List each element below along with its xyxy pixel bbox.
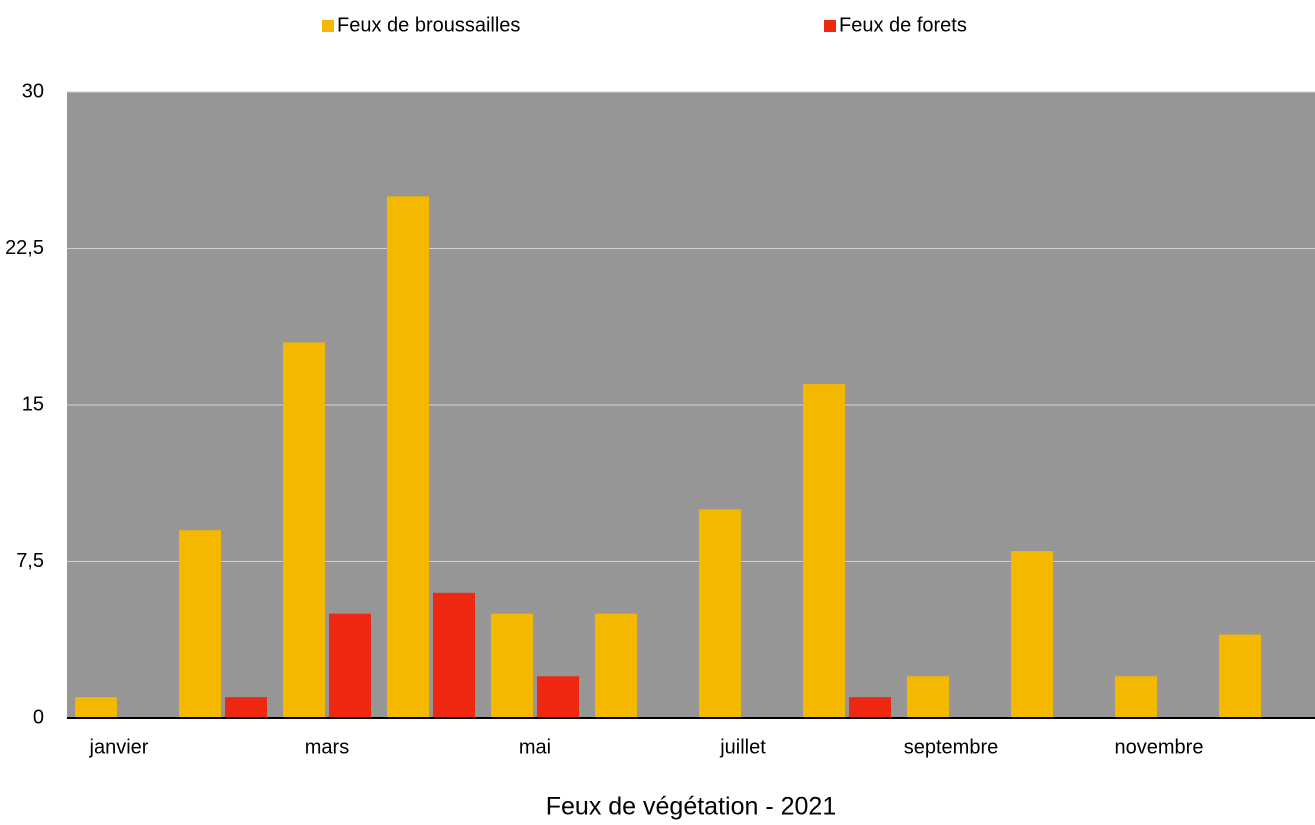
x-tick-label: mai <box>519 736 551 758</box>
bar <box>387 196 429 719</box>
bar <box>1219 634 1261 718</box>
bar <box>225 697 267 718</box>
x-tick-label: novembre <box>1115 736 1204 758</box>
y-tick-label: 15 <box>22 393 44 415</box>
bar <box>803 384 845 718</box>
y-tick-label: 30 <box>22 80 44 102</box>
bar <box>537 676 579 718</box>
bar <box>433 592 475 718</box>
bar <box>907 676 949 718</box>
y-tick-label: 7,5 <box>16 550 44 572</box>
chart-title: Feux de végétation - 2021 <box>546 793 836 821</box>
bar <box>75 697 117 718</box>
y-tick-label: 22,5 <box>5 237 44 259</box>
bar <box>849 697 891 718</box>
legend-swatch <box>322 20 334 32</box>
x-tick-label: juillet <box>719 736 766 758</box>
legend-swatch <box>824 20 836 32</box>
bar <box>595 613 637 718</box>
y-tick-label: 0 <box>33 706 44 728</box>
legend-label: Feux de forets <box>839 14 967 36</box>
bar <box>283 342 325 718</box>
bar <box>329 613 371 718</box>
bar <box>179 530 221 718</box>
legend-label: Feux de broussailles <box>337 14 520 36</box>
bar <box>491 613 533 718</box>
x-tick-label: mars <box>305 736 349 758</box>
bar <box>1115 676 1157 718</box>
x-tick-label: janvier <box>89 736 149 758</box>
x-tick-label: septembre <box>904 736 999 758</box>
bar <box>699 509 741 718</box>
bar <box>1011 551 1053 718</box>
